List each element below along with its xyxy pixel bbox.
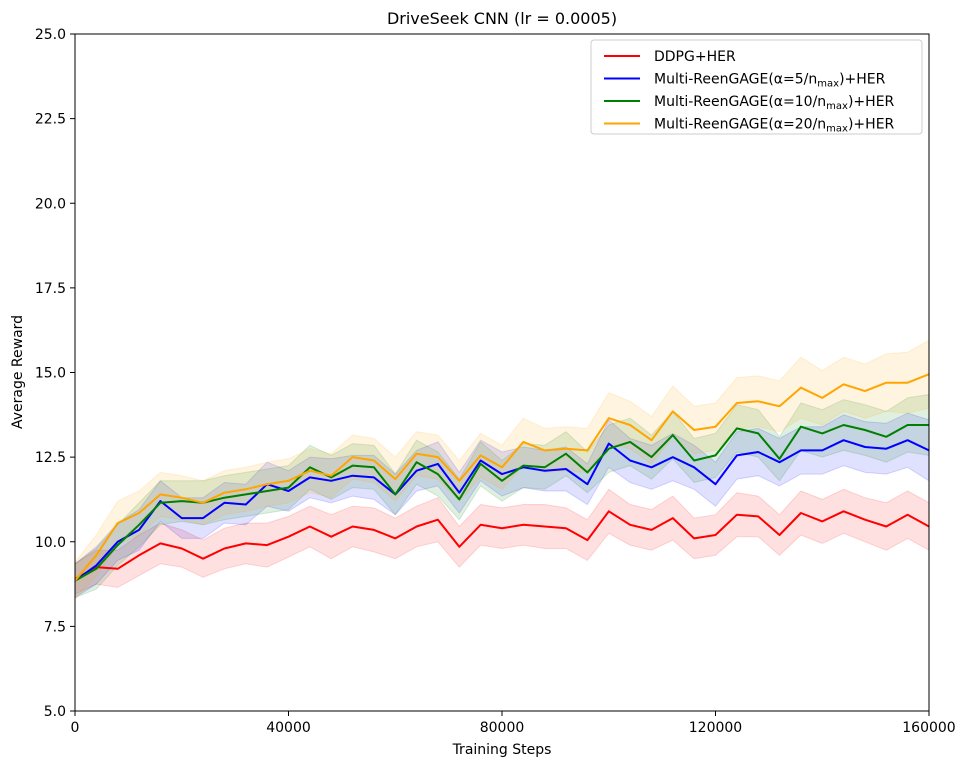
x-axis-ticks: 0 40000 80000 120000 160000 [71,711,956,736]
y-tick-label: 20.0 [35,196,66,212]
legend-label-4: Multi-ReenGAGE(α=20/nmax)+HER [654,117,895,135]
series-lines [74,373,930,582]
x-tick-label: 160000 [902,720,955,736]
legend: DDPG+HER Multi-ReenGAGE(α=5/nmax)+HER Mult… [590,39,923,135]
line-series-4 [74,373,930,582]
legend-label-3: Multi-ReenGAGE(α=10/nmax)+HER [654,94,895,112]
x-tick-label: 0 [71,720,80,736]
y-tick-label: 15.0 [35,366,66,382]
y-axis-label: Average Reward [10,315,26,429]
chart-title: DriveSeek CNN (lr = 0.0005) [387,9,617,28]
line-series-1 [74,510,930,580]
line-series-3 [74,424,929,582]
y-tick-label: 12.5 [35,450,66,466]
y-tick-label: 10.0 [35,535,66,551]
confidence-bands [74,339,930,601]
y-axis-ticks: 5.0 7.5 10.0 12.5 15.0 17.5 20.0 22.5 25.0 [35,27,75,720]
y-tick-label: 17.5 [35,281,66,297]
y-tick-label: 22.5 [35,112,66,128]
y-tick-label: 25.0 [35,27,66,43]
y-tick-label: 5.0 [44,704,66,720]
x-axis-label: Training Steps [452,742,552,758]
y-tick-label: 7.5 [44,619,66,635]
legend-label-2: Multi-ReenGAGE(α=5/nmax)+HER [654,72,886,90]
x-tick-label: 80000 [480,720,525,736]
line-series-2 [74,439,930,582]
legend-box [590,39,923,135]
legend-label-1: DDPG+HER [654,49,736,65]
x-tick-label: 120000 [689,720,742,736]
x-tick-label: 40000 [266,720,311,736]
